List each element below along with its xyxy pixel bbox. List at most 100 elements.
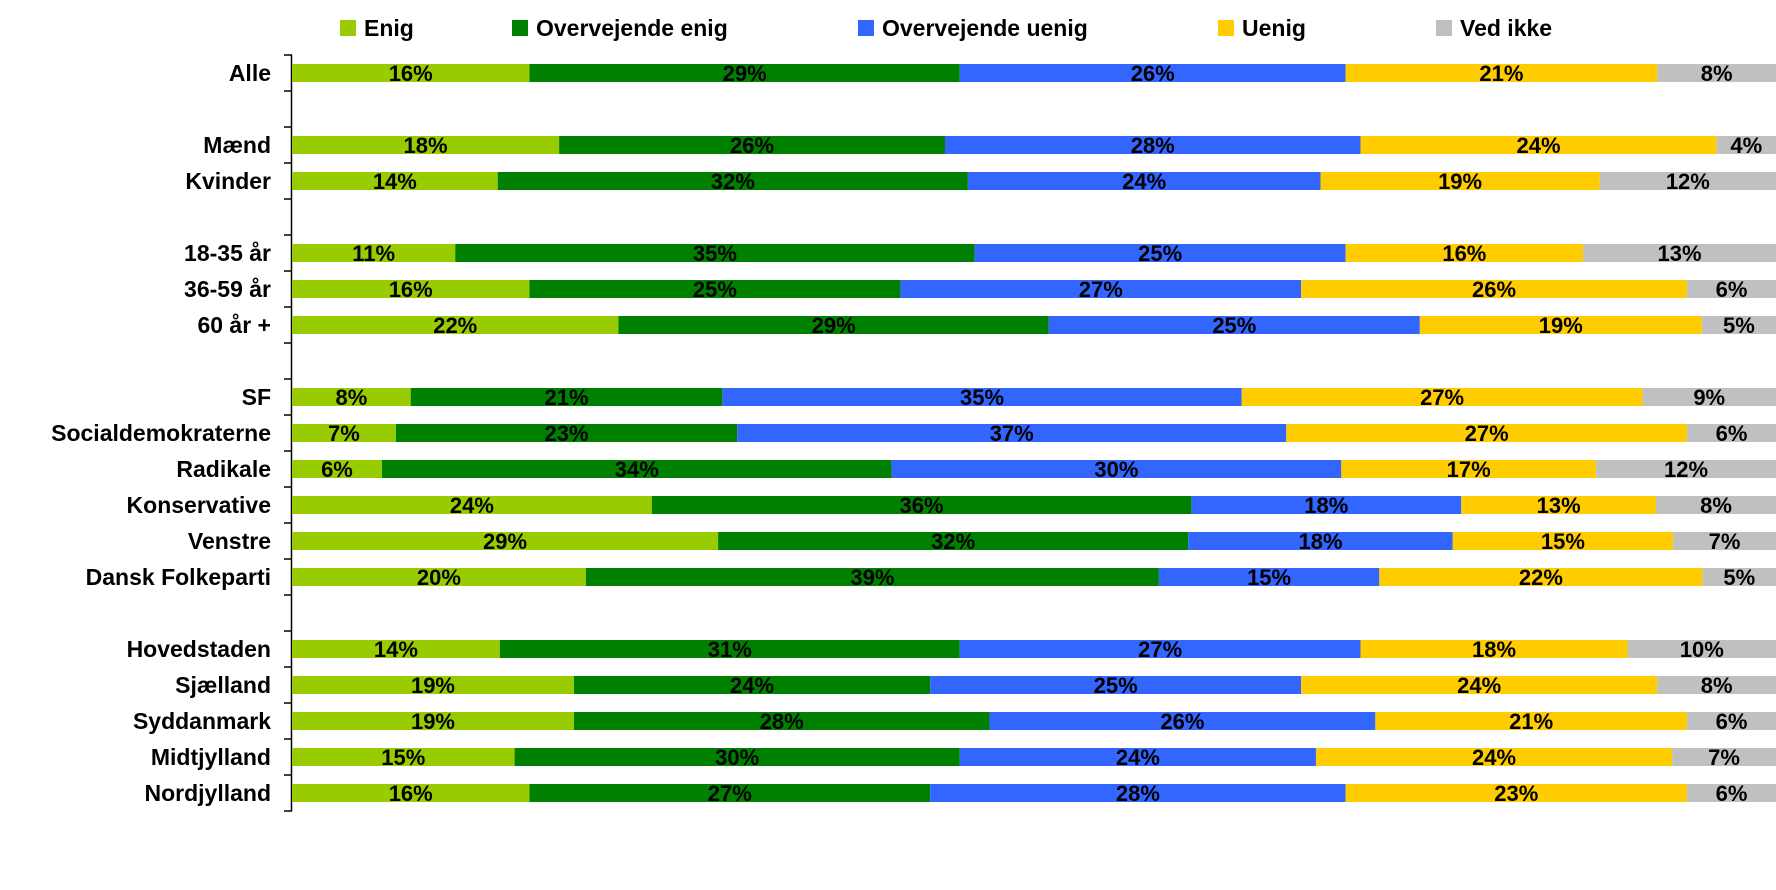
bar-segment-uenig <box>1286 424 1687 442</box>
bar-segment-enig <box>292 388 411 406</box>
bar-segment-ved-ikke <box>1627 640 1776 658</box>
category-label: Venstre <box>188 528 271 554</box>
bar-segment-ved-ikke <box>1583 244 1776 262</box>
data-label: 26% <box>1160 709 1204 734</box>
category-labels: Alle Mænd Kvinder 18-35 år 36-59 år 60 år + SF… <box>51 60 271 806</box>
bar-segment-uenig <box>1379 568 1703 586</box>
category-label: Konservative <box>127 492 271 518</box>
data-label: 20% <box>417 565 461 590</box>
bar-segment-overvejende-uenig <box>974 244 1346 262</box>
data-label: 19% <box>1438 169 1482 194</box>
category-label: Socialdemokraterne <box>51 420 271 446</box>
data-label: 18% <box>1304 493 1348 518</box>
bar-segment-ved-ikke <box>1686 784 1776 802</box>
bar-segment-uenig <box>1461 496 1657 514</box>
bar-segment-overvejende-uenig <box>989 712 1376 730</box>
bar-segment-ved-ikke <box>1657 676 1776 694</box>
bar-segment-overvejende-uenig <box>944 136 1361 154</box>
chart-legend: Enig Overvejende enig Overvejende uenig Uen… <box>340 15 1552 41</box>
data-label: 23% <box>545 421 589 446</box>
data-label: 10% <box>1680 637 1724 662</box>
bar-segment-overvejende-uenig <box>959 64 1346 82</box>
data-label: 22% <box>433 313 477 338</box>
bar-segment-overvejende-uenig <box>930 676 1302 694</box>
data-label: 35% <box>693 241 737 266</box>
data-label: 26% <box>730 133 774 158</box>
data-label: 16% <box>389 61 433 86</box>
data-label: 24% <box>1116 745 1160 770</box>
data-label: 24% <box>1122 169 1166 194</box>
data-label: 13% <box>1537 493 1581 518</box>
category-label: Kvinder <box>185 168 271 194</box>
data-label: 36% <box>900 493 944 518</box>
data-label: 24% <box>450 493 494 518</box>
data-label: 17% <box>1447 457 1491 482</box>
bar-segment-overvejende-enig <box>514 748 960 766</box>
data-label: 39% <box>850 565 894 590</box>
data-label: 25% <box>693 277 737 302</box>
data-label: 29% <box>483 529 527 554</box>
bar-segment-overvejende-uenig <box>722 388 1242 406</box>
data-label: 6% <box>1716 421 1748 446</box>
bar-segment-ved-ikke <box>1702 568 1776 586</box>
legend-label-overvejende-enig: Overvejende enig <box>536 15 728 41</box>
data-label: 29% <box>723 61 767 86</box>
bar-segment-overvejende-enig <box>529 280 901 298</box>
data-label: 8% <box>1700 493 1732 518</box>
data-label: 24% <box>1517 133 1561 158</box>
legend-label-ved-ikke: Ved ikke <box>1460 15 1552 41</box>
bar-segment-overvejende-uenig <box>1158 568 1380 586</box>
data-label: 5% <box>1723 313 1755 338</box>
bar-segment-ved-ikke <box>1701 316 1776 334</box>
data-label: 28% <box>1131 133 1175 158</box>
data-label: 7% <box>1709 529 1741 554</box>
data-label: 27% <box>1465 421 1509 446</box>
legend-label-enig: Enig <box>364 15 414 41</box>
category-label: Midtjylland <box>151 744 271 770</box>
bar-segment-overvejende-enig <box>573 712 990 730</box>
bar-segment-uenig <box>1241 388 1643 406</box>
data-label: 24% <box>1472 745 1516 770</box>
bar-segment-uenig <box>1419 316 1702 334</box>
data-label: 31% <box>708 637 752 662</box>
bar-segment-overvejende-uenig <box>1048 316 1420 334</box>
bar-segment-ved-ikke <box>1656 496 1776 514</box>
data-label: 25% <box>1212 313 1256 338</box>
bar-segment-uenig <box>1345 244 1584 262</box>
category-label: Syddanmark <box>133 708 271 734</box>
bar-segment-ved-ikke <box>1642 388 1776 406</box>
data-label: 32% <box>711 169 755 194</box>
bar-segment-enig <box>292 640 500 658</box>
bar-segment-overvejende-enig <box>410 388 723 406</box>
data-label: 9% <box>1693 385 1725 410</box>
category-label: Hovedstaden <box>127 636 271 662</box>
bar-segment-ved-ikke <box>1596 460 1776 478</box>
data-label: 4% <box>1730 133 1762 158</box>
bar-segment-overvejende-enig <box>559 136 945 154</box>
bar-segment-ved-ikke <box>1673 532 1776 550</box>
data-label: 14% <box>373 169 417 194</box>
bar-segment-overvejende-enig <box>718 532 1189 550</box>
bar-segment-enig <box>292 316 619 334</box>
data-label: 8% <box>1701 61 1733 86</box>
bar-segment-enig <box>292 532 719 550</box>
data-label: 12% <box>1664 457 1708 482</box>
data-label: 26% <box>1472 277 1516 302</box>
category-label: SF <box>242 384 271 410</box>
data-label: 19% <box>411 673 455 698</box>
data-label: 15% <box>1541 529 1585 554</box>
bar-segment-enig <box>292 496 652 514</box>
bar-segment-uenig <box>1360 136 1717 154</box>
bar-segment-enig <box>292 136 560 154</box>
bar-segment-enig <box>292 280 530 298</box>
category-label: Alle <box>229 60 271 86</box>
bar-segment-ved-ikke <box>1657 64 1776 82</box>
legend-swatch-enig <box>340 20 356 36</box>
bar-segment-enig <box>292 748 515 766</box>
bar-segment-overvejende-enig <box>529 784 931 802</box>
bar-segment-uenig <box>1375 712 1687 730</box>
data-label: 19% <box>1539 313 1583 338</box>
bar-segment-overvejende-enig <box>573 676 931 694</box>
data-label: 6% <box>321 457 353 482</box>
